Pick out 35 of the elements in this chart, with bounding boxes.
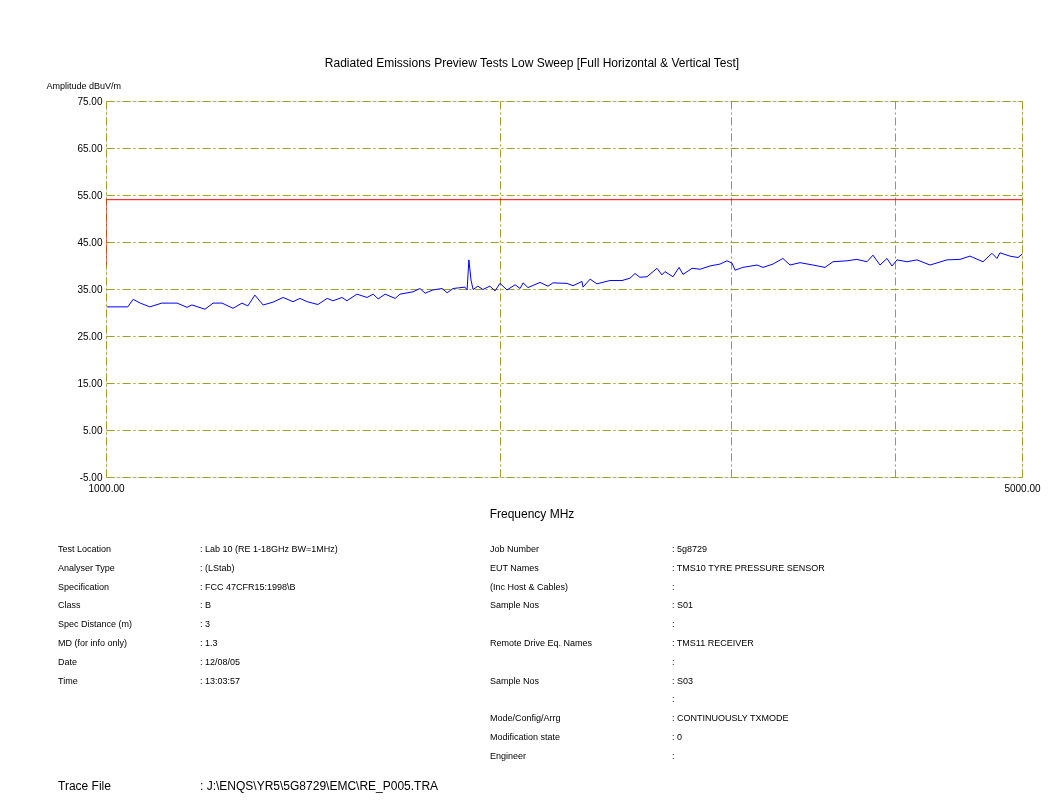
text: Modification state : 0 bbox=[490, 732, 683, 742]
text: Remote Drive Eq. Names : TMS11 RECEIVER bbox=[490, 638, 754, 648]
text: : bbox=[672, 656, 675, 667]
x-axis-title: Frequency MHz bbox=[489, 507, 575, 521]
text: (Inc Host & Cables) : bbox=[490, 581, 675, 592]
text: Time : 13:03:57 bbox=[58, 675, 241, 686]
y-tick-label: 25.00 bbox=[77, 330, 103, 342]
x-tick-label: 5000.00 bbox=[1004, 482, 1042, 494]
text: Mode/Config/Arrg : CONTINUOUSLY TXMODE bbox=[490, 713, 789, 724]
y-tick-label: 55.00 bbox=[77, 189, 103, 201]
y-tick-label: 45.00 bbox=[77, 236, 103, 248]
text: Sample Nos : S01 bbox=[490, 600, 694, 611]
y-tick-label: 65.00 bbox=[77, 142, 103, 154]
text: Trace File : J:\ENQS\YR5\5G8729\EMC\RE_P005.TRA bbox=[58, 779, 439, 793]
y-tick-label: 15.00 bbox=[77, 377, 103, 389]
text: Date : 12/08/05 bbox=[58, 656, 241, 667]
y-tick-label: 75.00 bbox=[77, 95, 103, 107]
text: : bbox=[672, 694, 675, 705]
text: Spec Distance (m) : 3 bbox=[58, 619, 211, 630]
y-tick-label: -5.00 bbox=[79, 471, 103, 483]
y-tick-label: 35.00 bbox=[77, 283, 103, 295]
text: Class : B bbox=[58, 600, 212, 611]
x-tick-label: 1000.00 bbox=[88, 482, 126, 494]
text: Sample Nos : S03 bbox=[490, 675, 694, 686]
text: Engineer : bbox=[490, 750, 675, 761]
text: Specification : FCC 47CFR15:1998\B bbox=[58, 581, 296, 592]
y-tick-label: 5.00 bbox=[83, 424, 103, 436]
text: : bbox=[672, 619, 675, 630]
text: Test Location : Lab 10 (RE 1-18GHz BW=1MHz) bbox=[58, 544, 338, 554]
chart-subtitle: Radiated Emissions Preview Tests Low Sweep [Full Horizontal & Vertical Test] bbox=[324, 56, 740, 70]
text: Job Number : 5g8729 bbox=[490, 544, 708, 554]
text: Analyser Type : (LStab) bbox=[58, 562, 235, 573]
text: EUT Names : TMS10 TYRE PRESSURE SENSOR bbox=[490, 562, 825, 573]
text: MD (for info only) : 1.3 bbox=[58, 638, 218, 648]
y-axis-title: Amplitude dBuV/m bbox=[46, 80, 122, 91]
